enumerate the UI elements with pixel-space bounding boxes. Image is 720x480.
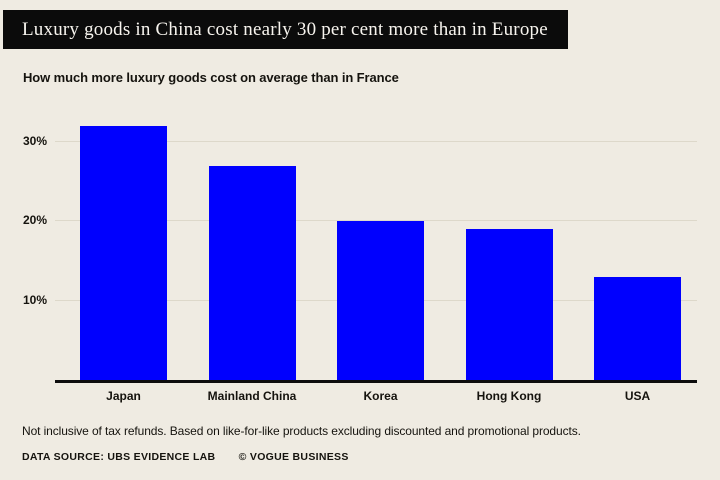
chart-title: Luxury goods in China cost nearly 30 per… (22, 19, 548, 40)
x-category-label-japan: Japan (106, 389, 141, 403)
y-tick-label-10: 10% (22, 292, 47, 307)
chart-title-bar: Luxury goods in China cost nearly 30 per… (3, 10, 568, 49)
y-axis: 10% 20% 30% (0, 110, 47, 380)
y-tick-label-30: 30% (22, 133, 47, 148)
gridline-30 (55, 140, 697, 142)
x-category-label-usa: USA (624, 389, 651, 403)
y-tick-label-20: 20% (22, 213, 47, 228)
bar-japan (80, 125, 167, 380)
bar-hong-kong (465, 229, 553, 380)
x-category-label-hong-kong: Hong Kong (476, 389, 542, 403)
chart-subtitle: How much more luxury goods cost on avera… (23, 70, 399, 85)
chart-footnote: Not inclusive of tax refunds. Based on l… (22, 424, 581, 438)
bar-mainland-china (208, 165, 296, 380)
bar-korea (337, 221, 424, 380)
source-line: DATA SOURCE: UBS EVIDENCE LAB © VOGUE BU… (22, 451, 349, 463)
publisher-credit: © VOGUE BUSINESS (238, 451, 349, 463)
data-source-label: DATA SOURCE: UBS EVIDENCE LAB (22, 451, 216, 463)
gridline-20 (55, 220, 697, 222)
x-category-label-mainland-china: Mainland China (207, 389, 297, 403)
bar-usa (594, 276, 681, 380)
bar-chart-plot-area: Japan Mainland China Korea Hong Kong USA (55, 110, 697, 403)
x-category-label-korea: Korea (363, 389, 398, 403)
